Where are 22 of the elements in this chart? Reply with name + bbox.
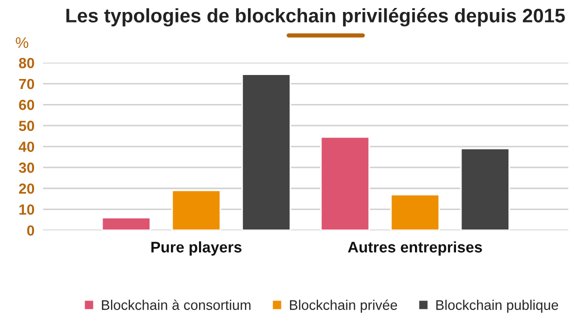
chart-title: Les typologies de blockchain privilégiées depuis 2015 <box>66 8 565 26</box>
legend-label: Blockchain à consortium <box>102 300 250 310</box>
y-tick-label: 70 <box>19 78 34 90</box>
y-tick-label: 20 <box>19 183 34 194</box>
y-tick-label: 80 <box>18 58 34 68</box>
y-tick-label: 0 <box>27 225 34 236</box>
legend-label: Blockchain publique <box>436 300 558 313</box>
bar <box>241 74 292 230</box>
bar <box>460 148 510 230</box>
bar <box>320 136 370 230</box>
legend-label: Blockchain privée <box>290 300 398 313</box>
y-tick-label: 60 <box>19 100 34 110</box>
bar <box>390 194 440 230</box>
x-tick-label: Autres entreprises <box>348 241 482 256</box>
y-axis-title: % <box>16 37 28 48</box>
x-tick-label: Pure players <box>151 241 242 256</box>
bar <box>101 216 151 230</box>
y-tick-label: 10 <box>19 204 34 215</box>
y-tick-label: 40 <box>18 142 34 152</box>
bar <box>171 190 222 230</box>
y-tick-label: 50 <box>18 120 34 132</box>
y-tick-label: 30 <box>18 162 34 173</box>
